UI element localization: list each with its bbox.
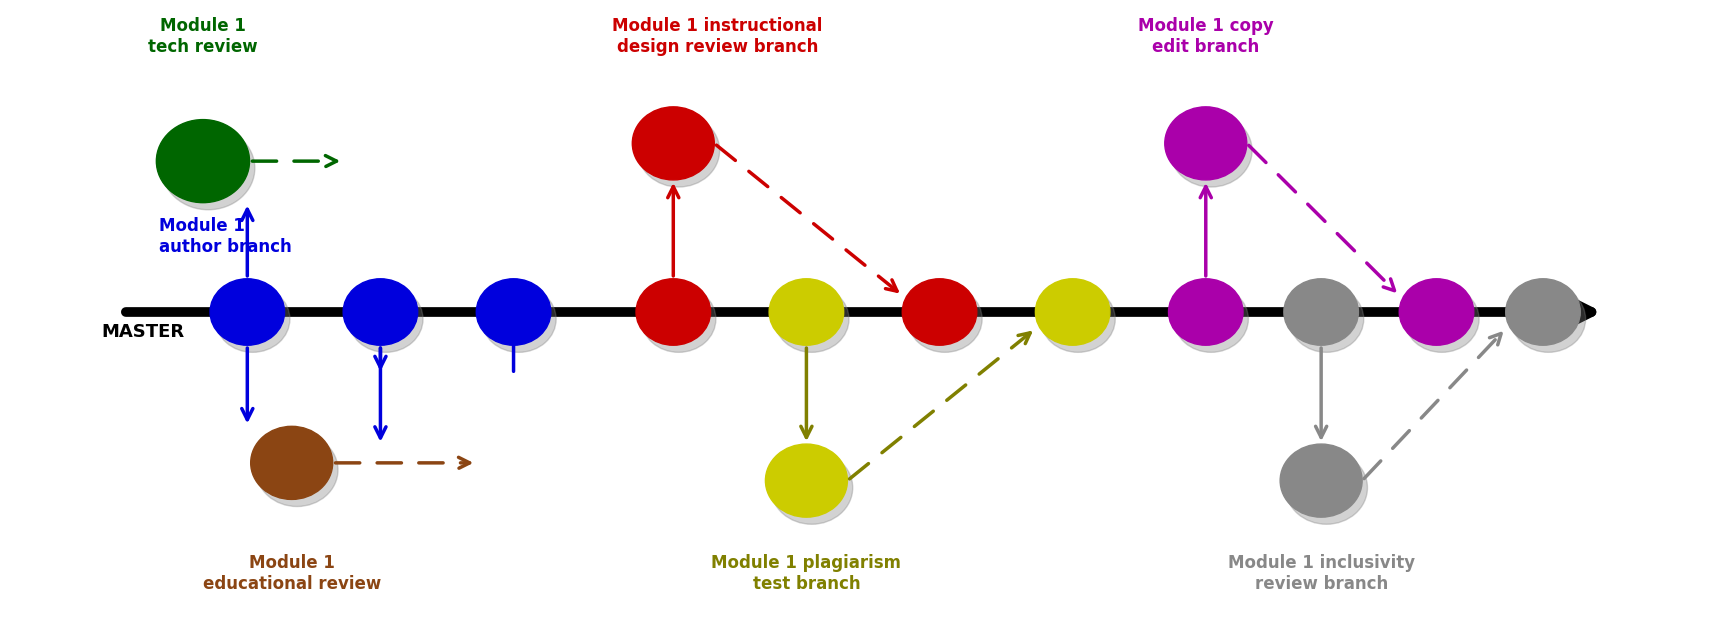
Ellipse shape — [255, 434, 338, 507]
Ellipse shape — [211, 279, 285, 345]
Ellipse shape — [161, 127, 255, 210]
Ellipse shape — [766, 444, 847, 517]
Ellipse shape — [216, 286, 290, 353]
Ellipse shape — [1174, 286, 1248, 353]
Ellipse shape — [632, 107, 715, 180]
Ellipse shape — [636, 279, 711, 345]
Text: MASTER: MASTER — [101, 323, 183, 341]
Ellipse shape — [250, 426, 333, 499]
Ellipse shape — [775, 286, 848, 353]
Ellipse shape — [476, 279, 550, 345]
Text: Module 1 copy
edit branch: Module 1 copy edit branch — [1138, 17, 1274, 56]
Text: Module 1 plagiarism
test branch: Module 1 plagiarism test branch — [711, 554, 902, 593]
Ellipse shape — [1284, 279, 1359, 345]
Ellipse shape — [1040, 286, 1116, 353]
Ellipse shape — [641, 286, 716, 353]
Ellipse shape — [1399, 279, 1474, 345]
Ellipse shape — [770, 279, 843, 345]
Ellipse shape — [1035, 279, 1111, 345]
Ellipse shape — [156, 120, 250, 203]
Ellipse shape — [902, 279, 977, 345]
Ellipse shape — [1289, 286, 1364, 353]
Ellipse shape — [1286, 451, 1368, 524]
Ellipse shape — [343, 279, 418, 345]
Text: Module 1 inclusivity
review branch: Module 1 inclusivity review branch — [1227, 554, 1414, 593]
Text: Module 1 instructional
design review branch: Module 1 instructional design review bra… — [612, 17, 823, 56]
Ellipse shape — [1171, 114, 1253, 187]
Ellipse shape — [771, 451, 854, 524]
Ellipse shape — [1512, 286, 1585, 353]
Ellipse shape — [908, 286, 982, 353]
Text: Module 1
educational review: Module 1 educational review — [202, 554, 381, 593]
Ellipse shape — [638, 114, 720, 187]
Text: Module 1
tech review: Module 1 tech review — [147, 17, 257, 56]
Ellipse shape — [1169, 279, 1243, 345]
Ellipse shape — [348, 286, 423, 353]
Ellipse shape — [1280, 444, 1363, 517]
Ellipse shape — [1404, 286, 1479, 353]
Text: Module 1
author branch: Module 1 author branch — [159, 217, 291, 256]
Ellipse shape — [1166, 107, 1246, 180]
Ellipse shape — [1505, 279, 1580, 345]
Ellipse shape — [482, 286, 555, 353]
